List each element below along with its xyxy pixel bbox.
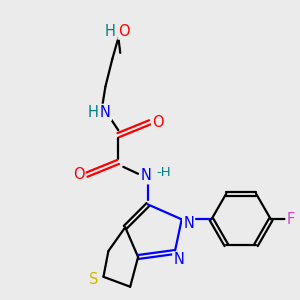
Text: N: N bbox=[183, 216, 194, 231]
Text: N: N bbox=[100, 105, 111, 120]
Text: N: N bbox=[141, 168, 152, 183]
Text: H: H bbox=[88, 105, 99, 120]
Text: O: O bbox=[118, 24, 130, 39]
Text: H: H bbox=[105, 24, 116, 39]
Text: N: N bbox=[173, 253, 184, 268]
Text: O: O bbox=[73, 167, 85, 182]
Text: -H: -H bbox=[156, 166, 171, 179]
Text: S: S bbox=[89, 272, 98, 287]
Text: F: F bbox=[286, 212, 295, 227]
Text: O: O bbox=[152, 115, 164, 130]
